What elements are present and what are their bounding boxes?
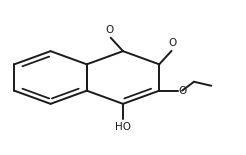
Text: HO: HO: [115, 122, 131, 132]
Text: O: O: [105, 25, 114, 35]
Text: O: O: [169, 38, 177, 48]
Text: O: O: [179, 86, 187, 96]
